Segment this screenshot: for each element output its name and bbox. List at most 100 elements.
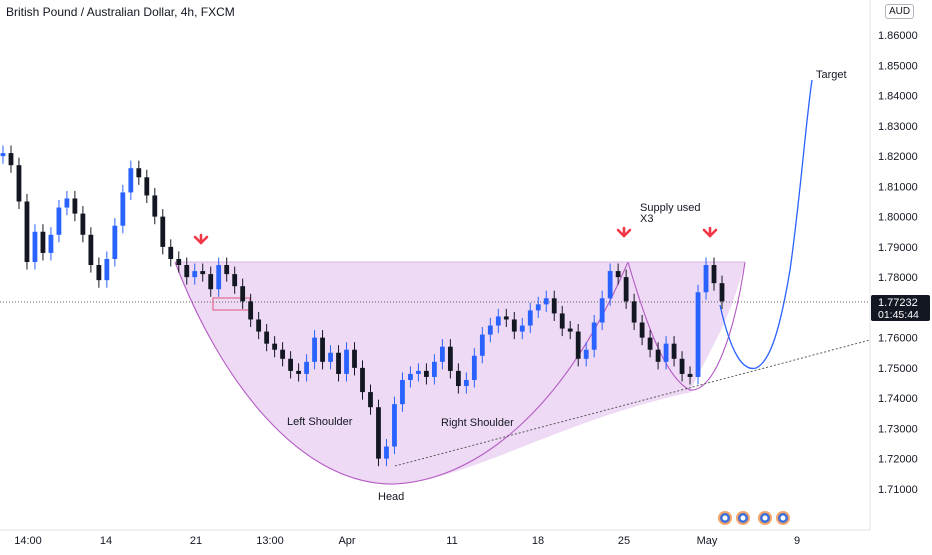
candle-body — [160, 216, 166, 247]
price-tick-label: 1.83000 — [878, 121, 918, 133]
candle-body — [416, 370, 421, 374]
price-tick-label: 1.86000 — [878, 30, 918, 42]
candle-body — [575, 331, 581, 359]
price-axis[interactable]: 1.86000 1.85000 1.84000 1.83000 1.82000 1.810… — [878, 30, 918, 496]
candle-body — [671, 343, 677, 359]
price-tick-label: 1.72000 — [878, 454, 918, 466]
candle-body — [503, 316, 509, 320]
candle-body — [511, 319, 517, 332]
candle-body — [559, 313, 565, 329]
candle-body — [463, 379, 469, 387]
candle-body — [104, 258, 110, 281]
candle-body — [96, 265, 102, 281]
candle-body — [8, 153, 14, 166]
price-tick-label: 1.78000 — [878, 272, 918, 284]
candle-body — [16, 165, 22, 202]
left-shoulder-label: Left Shoulder — [287, 416, 353, 428]
current-price-label: 1.77232 01:45:44 — [871, 295, 930, 321]
candle-body — [24, 201, 30, 262]
price-tick-label: 1.81000 — [878, 181, 918, 193]
down-arrow-icon — [616, 226, 632, 238]
candle-body — [192, 271, 198, 278]
candle-body — [168, 246, 174, 259]
candle-body — [0, 153, 6, 157]
handle-outline — [627, 261, 746, 391]
right-shoulder-label: Right Shoulder — [441, 417, 514, 429]
projection-curve[interactable] — [719, 79, 813, 370]
price-tick-label: 1.80000 — [878, 212, 918, 224]
candle-body — [607, 271, 613, 299]
candle-body — [320, 337, 325, 362]
candle-body — [136, 168, 142, 178]
candle-body — [400, 379, 405, 405]
time-tick-label: May — [697, 535, 718, 547]
time-tick-label: 21 — [190, 535, 202, 547]
events-group[interactable] — [718, 511, 790, 525]
time-tick-label: Apr — [338, 535, 355, 547]
candle-body — [184, 265, 190, 278]
candle-body — [447, 346, 453, 371]
candle-body — [567, 328, 573, 332]
time-tick-label: 13:00 — [256, 535, 284, 547]
supply-label-line2: X3 — [640, 213, 653, 225]
candle-body — [360, 367, 365, 393]
candle-body — [583, 349, 589, 359]
candle-body — [296, 370, 301, 374]
candle-body — [280, 349, 286, 359]
candle-body — [272, 343, 278, 350]
candle-body — [224, 265, 230, 275]
candle-body — [216, 265, 222, 290]
time-tick-label: 14 — [100, 535, 112, 547]
candle-body — [487, 325, 493, 335]
candle-body — [72, 198, 78, 214]
candle-body — [623, 277, 629, 302]
candle-body — [48, 234, 54, 253]
down-arrow-icon — [702, 226, 718, 238]
price-tick-label: 1.75000 — [878, 363, 918, 375]
candle-body — [647, 337, 653, 350]
price-tick-label: 1.73000 — [878, 423, 918, 435]
candle-body — [128, 168, 134, 193]
event-icon — [776, 511, 790, 525]
candle-body — [328, 352, 333, 362]
candle-body — [679, 358, 685, 374]
candle-body — [336, 352, 341, 374]
candle-body — [479, 334, 485, 356]
time-tick-label: 18 — [532, 535, 544, 547]
event-icon — [718, 511, 732, 525]
candle-body — [439, 346, 445, 362]
candle-body — [264, 331, 270, 344]
candle-body — [64, 198, 70, 208]
price-tick-label: 1.71000 — [878, 484, 918, 496]
candle-body — [703, 265, 709, 293]
candle-body — [392, 404, 397, 447]
candle-body — [232, 274, 238, 287]
target-label: Target — [816, 69, 847, 81]
candle-body — [88, 234, 94, 266]
candle-body — [631, 301, 637, 323]
candle-body — [408, 373, 413, 380]
candle-body — [527, 310, 533, 326]
candle-body — [695, 292, 701, 377]
candle-body — [176, 258, 182, 266]
currency-badge[interactable]: AUD — [885, 4, 915, 19]
candle-body — [352, 349, 357, 368]
candle-body — [288, 358, 293, 371]
time-axis[interactable]: 14:00 14 21 13:00 Apr 11 18 25 May 9 — [14, 535, 800, 547]
candle-body — [535, 304, 541, 311]
price-tick-label: 1.82000 — [878, 151, 918, 163]
candles-group — [0, 145, 725, 467]
candle-body — [687, 373, 693, 377]
countdown-timer: 01:45:44 — [878, 309, 919, 321]
current-price-value: 1.77232 — [878, 297, 918, 309]
head-label: Head — [378, 491, 404, 503]
rising-trendline[interactable] — [394, 339, 871, 467]
candle-body — [663, 343, 669, 362]
time-tick-label: 14:00 — [14, 535, 42, 547]
candle-body — [200, 271, 206, 275]
candle-body — [40, 231, 46, 253]
candle-body — [344, 349, 349, 374]
supply-label-line1: Supply used — [640, 202, 701, 214]
